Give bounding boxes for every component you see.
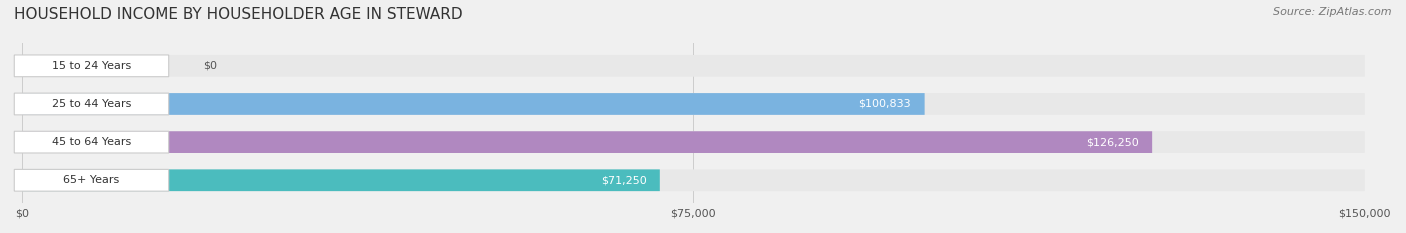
FancyBboxPatch shape — [14, 55, 169, 77]
FancyBboxPatch shape — [22, 131, 1365, 153]
FancyBboxPatch shape — [22, 169, 1365, 191]
Text: $100,833: $100,833 — [859, 99, 911, 109]
FancyBboxPatch shape — [22, 55, 1365, 77]
Text: 65+ Years: 65+ Years — [63, 175, 120, 185]
FancyBboxPatch shape — [14, 169, 169, 191]
FancyBboxPatch shape — [22, 93, 925, 115]
Text: $71,250: $71,250 — [600, 175, 647, 185]
Text: 15 to 24 Years: 15 to 24 Years — [52, 61, 131, 71]
Text: 25 to 44 Years: 25 to 44 Years — [52, 99, 131, 109]
Text: Source: ZipAtlas.com: Source: ZipAtlas.com — [1274, 7, 1392, 17]
Text: $0: $0 — [204, 61, 218, 71]
FancyBboxPatch shape — [14, 93, 169, 115]
Text: 45 to 64 Years: 45 to 64 Years — [52, 137, 131, 147]
Text: HOUSEHOLD INCOME BY HOUSEHOLDER AGE IN STEWARD: HOUSEHOLD INCOME BY HOUSEHOLDER AGE IN S… — [14, 7, 463, 22]
FancyBboxPatch shape — [22, 169, 659, 191]
FancyBboxPatch shape — [14, 131, 169, 153]
Text: $126,250: $126,250 — [1085, 137, 1139, 147]
FancyBboxPatch shape — [22, 131, 1152, 153]
FancyBboxPatch shape — [22, 93, 1365, 115]
